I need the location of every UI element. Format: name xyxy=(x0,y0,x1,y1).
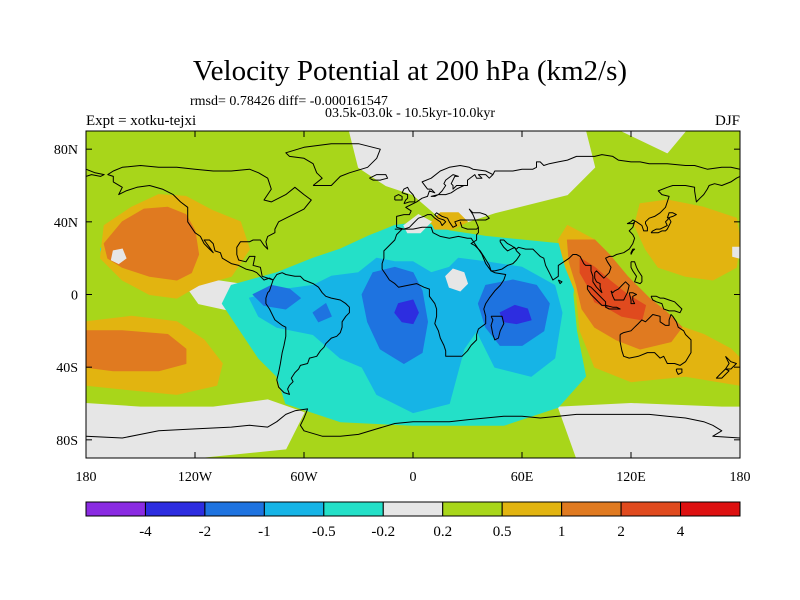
coastline xyxy=(630,261,643,285)
coastline xyxy=(394,194,403,201)
contour-fields xyxy=(86,131,740,458)
colorbar-swatch xyxy=(263,501,325,517)
coastline xyxy=(610,281,630,301)
y-tick-label: 40N xyxy=(54,216,78,231)
axis-ticks: 180 120W 60W 0 60E 120E 180 80N 40N 0 40S 80S xyxy=(54,131,751,485)
contour-region xyxy=(394,299,419,325)
coastline xyxy=(396,208,490,230)
coastline xyxy=(285,143,381,186)
contour-region xyxy=(634,199,740,281)
colorbar-label: -0.5 xyxy=(312,524,336,540)
x-tick-label: 0 xyxy=(410,470,417,485)
contour-holes xyxy=(110,214,740,292)
coastline xyxy=(490,315,505,341)
colorbar-swatch xyxy=(442,501,503,517)
experiment-label: Expt = xotku-tejxi xyxy=(86,113,196,129)
contour-hole xyxy=(110,248,127,265)
x-tick-label: 60W xyxy=(290,470,318,485)
x-tick-label: 60E xyxy=(511,470,534,485)
colorbar-label: -2 xyxy=(199,524,212,540)
colorbar-label: -0.2 xyxy=(371,524,395,540)
coastline xyxy=(381,226,507,357)
y-tick-label: 80N xyxy=(54,143,78,158)
colorbar-label: 1 xyxy=(558,524,566,540)
contour-region xyxy=(361,266,428,364)
map-panel: 180 120W 60W 0 60E 120E 180 80N 40N 0 40S 80S xyxy=(54,130,751,485)
coastline xyxy=(86,408,740,439)
contour-region xyxy=(86,330,187,372)
y-tick-label: 40S xyxy=(56,361,78,376)
coastline xyxy=(628,292,637,305)
coastline xyxy=(265,272,350,395)
contour-hole xyxy=(445,268,469,292)
coastline xyxy=(675,368,683,375)
coastline xyxy=(650,217,672,234)
coastline xyxy=(107,165,312,281)
colorbar-label: 0.5 xyxy=(493,524,512,540)
x-tick-label: 120W xyxy=(178,470,213,485)
contour-region xyxy=(103,206,200,281)
colorbar-swatch xyxy=(501,501,563,517)
colorbar-swatch xyxy=(323,501,384,517)
coastline xyxy=(396,165,494,228)
contour-region xyxy=(579,257,646,321)
coastline xyxy=(715,368,730,379)
colorbar-label: -4 xyxy=(139,524,152,540)
coastline xyxy=(401,186,416,205)
colorbar-swatch xyxy=(204,501,265,517)
coastline xyxy=(650,295,683,314)
y-tick-label: 80S xyxy=(56,434,78,449)
x-tick-label: 180 xyxy=(76,470,97,485)
coastline xyxy=(492,154,740,175)
coastline xyxy=(666,212,677,219)
coastline xyxy=(605,304,621,310)
x-tick-label: 120E xyxy=(616,470,646,485)
contour-region xyxy=(557,403,740,458)
chart-title: Velocity Potential at 200 hPa (km2/s) xyxy=(193,55,627,87)
colorbar: -4 -2 -1 -0.5 -0.2 0.2 0.5 1 2 4 xyxy=(85,501,741,540)
colorbar-swatch xyxy=(620,501,682,517)
colorbar-swatch xyxy=(144,501,206,517)
colorbar-label: 4 xyxy=(677,524,685,540)
coastline xyxy=(557,279,563,285)
y-tick-label: 0 xyxy=(71,289,78,304)
coastline xyxy=(86,168,105,177)
chart-subtitle: 03.5k-03.0k - 10.5kyr-10.0kyr xyxy=(325,106,495,121)
coastline xyxy=(619,314,692,366)
coastline xyxy=(725,355,737,370)
coastlines xyxy=(86,143,740,439)
colorbar-swatch xyxy=(680,501,741,517)
stats-line: rmsd= 0.78426 diff= -0.000161547 xyxy=(190,94,388,109)
contour-region xyxy=(312,303,332,323)
colorbar-swatch xyxy=(561,501,622,517)
coastline xyxy=(369,174,389,181)
colorbar-label: -1 xyxy=(258,524,271,540)
coastline xyxy=(630,248,636,255)
colorbar-label: 0.2 xyxy=(433,524,452,540)
colorbar-swatch xyxy=(85,501,146,517)
colorbar-swatch xyxy=(382,501,444,517)
x-tick-label: 180 xyxy=(730,470,751,485)
contour-region xyxy=(621,131,686,154)
season-label: DJF xyxy=(715,113,740,129)
contour-hole xyxy=(732,246,740,259)
coastline xyxy=(470,175,740,294)
colorbar-label: 2 xyxy=(617,524,625,540)
